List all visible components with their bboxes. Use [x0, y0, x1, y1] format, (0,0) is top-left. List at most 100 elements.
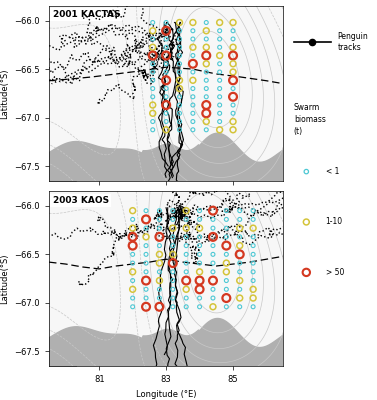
- Point: [237, 260, 243, 266]
- Y-axis label: Latitude(°S): Latitude(°S): [0, 253, 9, 304]
- Point: [217, 77, 223, 84]
- Point: [203, 52, 209, 59]
- Point: [237, 304, 243, 310]
- Point: [237, 242, 243, 249]
- Point: [230, 118, 236, 125]
- Point: [176, 94, 182, 100]
- Point: [143, 225, 149, 231]
- Point: [230, 77, 236, 84]
- Text: > 50: > 50: [326, 268, 344, 277]
- Point: [190, 19, 196, 26]
- Point: [223, 269, 229, 275]
- Point: [230, 126, 236, 133]
- Point: [150, 110, 156, 116]
- Point: [230, 28, 236, 34]
- Point: [156, 269, 162, 275]
- Point: [250, 242, 256, 249]
- Point: [163, 44, 169, 50]
- Point: [176, 110, 182, 116]
- Point: [230, 102, 236, 108]
- Point: [210, 234, 216, 240]
- Point: [170, 208, 176, 214]
- Point: [203, 102, 209, 108]
- Point: [170, 295, 176, 301]
- Point: [217, 52, 223, 59]
- Point: [156, 286, 162, 292]
- Point: [210, 295, 216, 301]
- Point: [130, 234, 136, 240]
- Point: [156, 208, 162, 214]
- Point: [250, 304, 256, 310]
- Point: [203, 85, 209, 92]
- Point: [163, 36, 169, 42]
- Point: [210, 225, 216, 231]
- Point: [176, 102, 182, 108]
- Point: [176, 44, 182, 50]
- Point: [196, 251, 202, 258]
- Point: [203, 110, 209, 116]
- Point: [176, 126, 182, 133]
- Point: [237, 295, 243, 301]
- Point: [183, 304, 189, 310]
- Point: [156, 225, 162, 231]
- Point: [223, 225, 229, 231]
- Point: [163, 85, 169, 92]
- Point: [223, 208, 229, 214]
- Point: [150, 19, 156, 26]
- Point: [190, 77, 196, 84]
- Text: Penguin
tracks: Penguin tracks: [337, 32, 368, 52]
- Point: [230, 19, 236, 26]
- Point: [217, 85, 223, 92]
- Point: [210, 260, 216, 266]
- Point: [250, 225, 256, 231]
- Point: [163, 28, 169, 34]
- Point: [237, 216, 243, 222]
- Point: [217, 126, 223, 133]
- Point: [190, 118, 196, 125]
- Point: [217, 44, 223, 50]
- Point: [230, 85, 236, 92]
- Point: [190, 102, 196, 108]
- Point: [143, 277, 149, 284]
- Point: [183, 277, 189, 284]
- Point: [143, 251, 149, 258]
- Point: [183, 260, 189, 266]
- Point: [196, 242, 202, 249]
- Point: [183, 286, 189, 292]
- Point: [143, 234, 149, 240]
- Point: [170, 225, 176, 231]
- Point: [130, 216, 136, 222]
- Polygon shape: [49, 133, 283, 181]
- Point: [143, 304, 149, 310]
- Point: [176, 85, 182, 92]
- Point: [210, 286, 216, 292]
- Point: [176, 69, 182, 75]
- Point: [143, 208, 149, 214]
- Point: [190, 44, 196, 50]
- Point: [183, 216, 189, 222]
- Point: [170, 269, 176, 275]
- Point: [176, 52, 182, 59]
- Point: [156, 242, 162, 249]
- Text: Swarm
biomass
(t): Swarm biomass (t): [294, 103, 326, 136]
- Point: [217, 94, 223, 100]
- Point: [183, 225, 189, 231]
- Point: [237, 251, 243, 258]
- Point: [203, 44, 209, 50]
- Point: [170, 260, 176, 266]
- Point: [163, 60, 169, 67]
- Point: [223, 286, 229, 292]
- Point: [170, 277, 176, 284]
- Point: [210, 242, 216, 249]
- Point: [190, 52, 196, 59]
- Point: [230, 94, 236, 100]
- Point: [130, 286, 136, 292]
- Point: [163, 110, 169, 116]
- Point: [196, 286, 202, 292]
- Point: [210, 208, 216, 214]
- Point: [183, 251, 189, 258]
- Y-axis label: Latitude(°S): Latitude(°S): [0, 68, 9, 119]
- Point: [163, 102, 169, 108]
- Point: [190, 69, 196, 75]
- Point: [156, 260, 162, 266]
